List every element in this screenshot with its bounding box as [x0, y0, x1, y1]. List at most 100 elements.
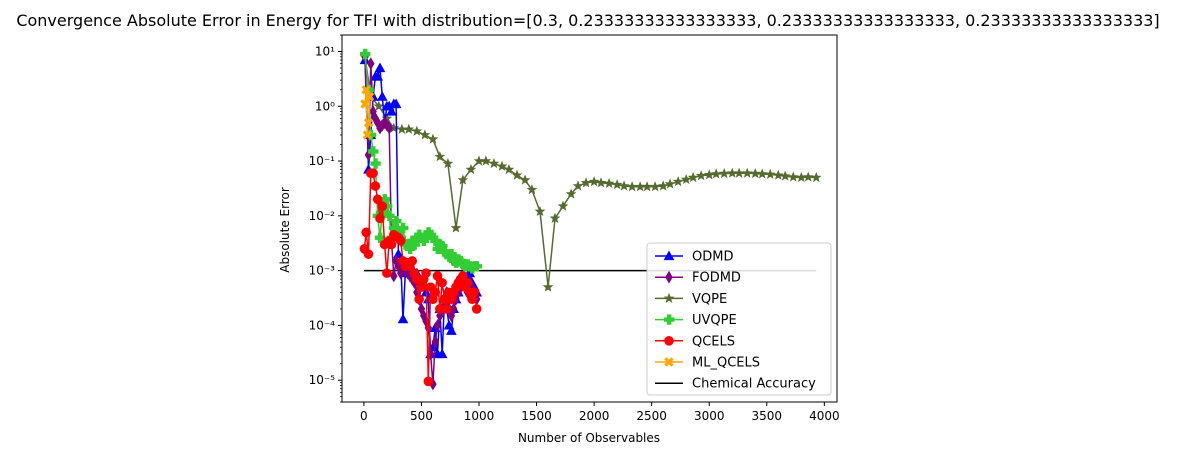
legend-marker	[664, 336, 674, 346]
x-tick-label: 0	[360, 409, 368, 423]
data-point	[471, 304, 482, 314]
series-vqpe	[359, 51, 822, 292]
legend-label: ODMD	[692, 250, 733, 265]
data-point	[557, 200, 569, 211]
data-point	[390, 98, 402, 109]
y-tick-label: 10⁻³	[309, 264, 336, 278]
data-point	[718, 168, 730, 179]
data-point	[462, 277, 473, 288]
x-tick-label: 4000	[809, 409, 840, 423]
data-point	[360, 48, 371, 60]
data-point	[764, 168, 776, 179]
x-tick-label: 1000	[464, 409, 495, 423]
data-point	[403, 123, 415, 134]
chart-title: Convergence Absolute Error in Energy for…	[16, 11, 1159, 30]
data-point	[772, 169, 784, 180]
data-point	[391, 215, 402, 227]
data-point	[526, 184, 538, 195]
data-point	[398, 222, 409, 234]
data-point	[376, 91, 388, 101]
data-point	[379, 194, 390, 205]
data-point	[810, 171, 822, 183]
series-qcels	[359, 168, 482, 387]
data-point	[367, 57, 375, 71]
legend: ODMD FODMD VQPE UVQPE QCELS ML_QCELS Chemical …	[646, 242, 832, 396]
legend-marker	[664, 314, 675, 325]
data-point	[741, 167, 753, 178]
data-point	[511, 169, 523, 180]
data-point	[787, 171, 799, 182]
data-point	[370, 181, 381, 191]
data-point	[802, 171, 814, 182]
data-point	[407, 256, 418, 266]
x-tick-label: 2500	[636, 409, 667, 423]
data-point	[603, 177, 615, 188]
x-tick-label: 500	[410, 409, 433, 423]
data-point	[363, 118, 374, 128]
data-point	[695, 170, 707, 181]
data-point	[657, 180, 669, 191]
data-point	[390, 269, 398, 283]
data-point	[373, 100, 385, 111]
legend-item: ODMD	[655, 250, 733, 265]
data-point	[710, 168, 722, 179]
data-point	[372, 70, 384, 81]
data-point	[534, 205, 546, 217]
data-point	[374, 62, 386, 73]
data-point	[364, 91, 375, 102]
legend-item: UVQPE	[655, 313, 737, 328]
data-point	[519, 174, 531, 185]
data-point	[664, 178, 676, 189]
data-point	[382, 268, 392, 278]
data-point	[361, 227, 371, 238]
legend-item: VQPE	[655, 292, 727, 307]
data-point	[542, 281, 554, 292]
data-point	[503, 163, 515, 175]
y-tick-label: 10⁻⁴	[309, 318, 336, 332]
data-point	[368, 146, 379, 157]
x-tick-label: 1500	[521, 409, 552, 423]
data-point	[549, 212, 561, 223]
data-point	[361, 85, 371, 95]
y-tick-label: 10¹	[315, 44, 335, 58]
data-point	[687, 171, 699, 183]
data-point	[634, 181, 646, 192]
data-point	[496, 160, 508, 171]
data-point	[446, 248, 457, 260]
data-point	[733, 167, 745, 178]
data-point	[416, 282, 427, 292]
data-point	[395, 236, 406, 246]
data-point	[446, 325, 457, 335]
data-point	[595, 177, 607, 188]
data-point	[384, 210, 395, 222]
plot-area	[341, 34, 838, 403]
legend-label: UVQPE	[692, 313, 737, 328]
legend-item: FODMD	[655, 271, 741, 286]
data-point	[370, 158, 381, 169]
data-point	[411, 125, 423, 136]
data-point	[419, 129, 431, 140]
y-tick-label: 10⁻²	[309, 209, 336, 223]
data-point	[480, 155, 492, 166]
data-point	[423, 376, 434, 387]
legend-marker	[664, 357, 674, 367]
data-point	[488, 157, 500, 169]
data-point	[386, 239, 397, 250]
data-point	[375, 213, 385, 224]
data-point	[611, 179, 623, 190]
data-point	[372, 194, 383, 205]
data-point	[434, 151, 446, 162]
legend-marker	[663, 250, 675, 261]
legend-label: Chemical Accuracy	[692, 377, 816, 392]
data-point	[450, 222, 462, 233]
data-point	[385, 121, 393, 135]
data-point	[437, 240, 448, 252]
data-point	[779, 170, 791, 181]
series-uvqpe	[360, 48, 483, 274]
data-point	[457, 174, 469, 185]
data-point	[404, 243, 416, 255]
data-point	[469, 287, 480, 298]
data-point	[572, 180, 584, 191]
data-point	[441, 304, 452, 314]
